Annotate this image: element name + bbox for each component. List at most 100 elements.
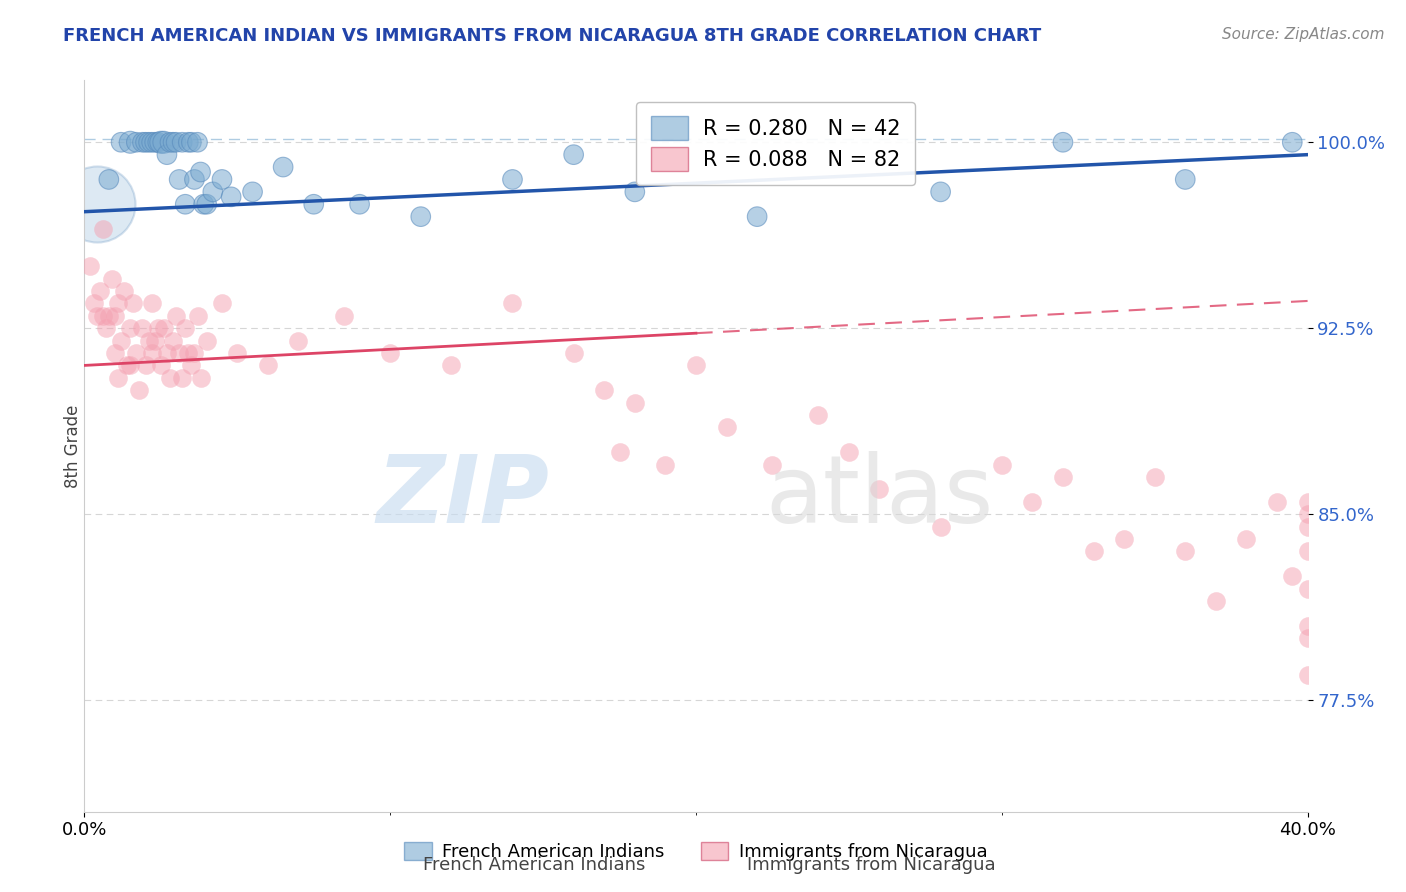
Point	[104, 346, 127, 360]
Point	[1174, 172, 1197, 186]
Point	[190, 165, 212, 179]
Point	[86, 309, 108, 323]
Point	[177, 346, 200, 360]
Point	[562, 346, 585, 360]
Point	[89, 284, 111, 298]
Point	[153, 135, 176, 149]
Point	[91, 222, 114, 236]
Point	[287, 334, 309, 348]
Point	[1296, 495, 1319, 509]
Point	[1296, 631, 1319, 645]
Point	[761, 458, 783, 472]
Point	[257, 359, 280, 373]
Point	[1265, 495, 1288, 509]
Point	[624, 185, 647, 199]
Point	[271, 160, 294, 174]
Point	[107, 371, 129, 385]
Point	[141, 296, 163, 310]
Point	[131, 321, 153, 335]
Point	[593, 383, 616, 397]
Point	[195, 334, 218, 348]
Point	[440, 359, 463, 373]
Point	[131, 135, 153, 149]
Point	[333, 309, 356, 323]
Point	[149, 359, 172, 373]
Point	[1296, 668, 1319, 682]
Point	[149, 135, 172, 149]
Point	[838, 445, 860, 459]
Point	[146, 135, 169, 149]
Point	[138, 334, 160, 348]
Point	[1114, 532, 1136, 546]
Point	[180, 359, 202, 373]
Point	[1296, 619, 1319, 633]
Point	[104, 309, 127, 323]
Point	[120, 321, 142, 335]
Point	[1052, 135, 1074, 149]
Point	[716, 420, 738, 434]
Point	[1021, 495, 1043, 509]
Point	[195, 197, 218, 211]
Point	[156, 147, 179, 161]
Point	[1296, 582, 1319, 596]
Text: Immigrants from Nicaragua: Immigrants from Nicaragua	[748, 856, 995, 874]
Point	[141, 346, 163, 360]
Point	[138, 135, 160, 149]
Point	[1281, 569, 1303, 583]
Point	[112, 284, 135, 298]
Point	[167, 172, 190, 186]
Point	[654, 458, 676, 472]
Point	[624, 395, 647, 409]
Point	[143, 334, 166, 348]
Point	[174, 197, 197, 211]
Point	[991, 458, 1014, 472]
Point	[107, 296, 129, 310]
Point	[128, 383, 150, 397]
Point	[502, 296, 524, 310]
Point	[135, 359, 157, 373]
Point	[83, 296, 105, 310]
Point	[1281, 135, 1303, 149]
Point	[156, 346, 179, 360]
Point	[122, 296, 145, 310]
Point	[97, 309, 120, 323]
Point	[1174, 544, 1197, 558]
Point	[162, 135, 184, 149]
Point	[153, 321, 176, 335]
Point	[177, 135, 200, 149]
Point	[1083, 544, 1105, 558]
Point	[186, 135, 208, 149]
Point	[165, 135, 187, 149]
Point	[159, 135, 181, 149]
Point	[167, 346, 190, 360]
Point	[180, 135, 202, 149]
Point	[94, 321, 117, 335]
Point	[929, 519, 952, 533]
Point	[302, 197, 325, 211]
Point	[929, 185, 952, 199]
Point	[97, 172, 120, 186]
Point	[409, 210, 432, 224]
Point	[1143, 470, 1166, 484]
Point	[1296, 507, 1319, 521]
Text: atlas: atlas	[765, 451, 994, 543]
Point	[125, 135, 148, 149]
Point	[110, 135, 132, 149]
Point	[242, 185, 264, 199]
Point	[747, 210, 769, 224]
Point	[186, 309, 208, 323]
Point	[91, 309, 114, 323]
Point	[86, 197, 108, 211]
Point	[380, 346, 402, 360]
Point	[165, 309, 187, 323]
Point	[172, 135, 194, 149]
Point	[1052, 470, 1074, 484]
Point	[1296, 519, 1319, 533]
Point	[211, 296, 233, 310]
Point	[1205, 594, 1227, 608]
Point	[1236, 532, 1258, 546]
Point	[183, 346, 205, 360]
Point	[162, 334, 184, 348]
Point	[807, 408, 830, 422]
Point	[193, 197, 215, 211]
